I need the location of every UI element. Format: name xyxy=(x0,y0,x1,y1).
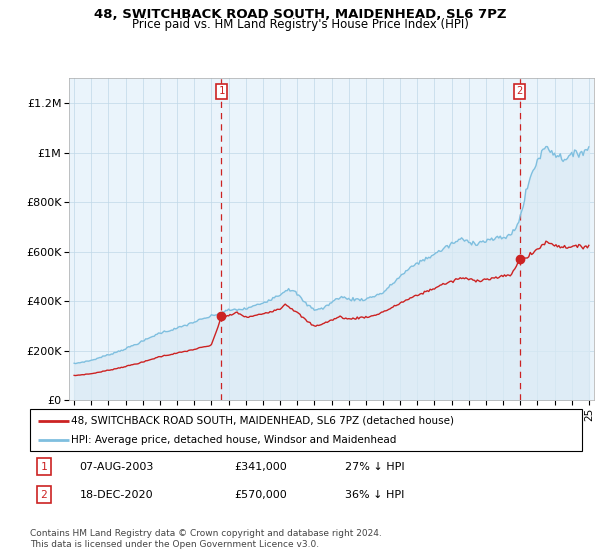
Text: Contains HM Land Registry data © Crown copyright and database right 2024.
This d: Contains HM Land Registry data © Crown c… xyxy=(30,529,382,549)
Text: HPI: Average price, detached house, Windsor and Maidenhead: HPI: Average price, detached house, Wind… xyxy=(71,435,397,445)
Text: 36% ↓ HPI: 36% ↓ HPI xyxy=(344,490,404,500)
Text: £570,000: £570,000 xyxy=(234,490,287,500)
Text: 2: 2 xyxy=(40,490,47,500)
Text: Price paid vs. HM Land Registry's House Price Index (HPI): Price paid vs. HM Land Registry's House … xyxy=(131,18,469,31)
Text: 27% ↓ HPI: 27% ↓ HPI xyxy=(344,461,404,472)
Text: 1: 1 xyxy=(40,461,47,472)
Text: 18-DEC-2020: 18-DEC-2020 xyxy=(80,490,154,500)
Text: 48, SWITCHBACK ROAD SOUTH, MAIDENHEAD, SL6 7PZ (detached house): 48, SWITCHBACK ROAD SOUTH, MAIDENHEAD, S… xyxy=(71,416,454,426)
Text: 48, SWITCHBACK ROAD SOUTH, MAIDENHEAD, SL6 7PZ: 48, SWITCHBACK ROAD SOUTH, MAIDENHEAD, S… xyxy=(94,8,506,21)
Text: 1: 1 xyxy=(218,86,224,96)
Text: 07-AUG-2003: 07-AUG-2003 xyxy=(80,461,154,472)
Text: £341,000: £341,000 xyxy=(234,461,287,472)
Text: 2: 2 xyxy=(517,86,523,96)
